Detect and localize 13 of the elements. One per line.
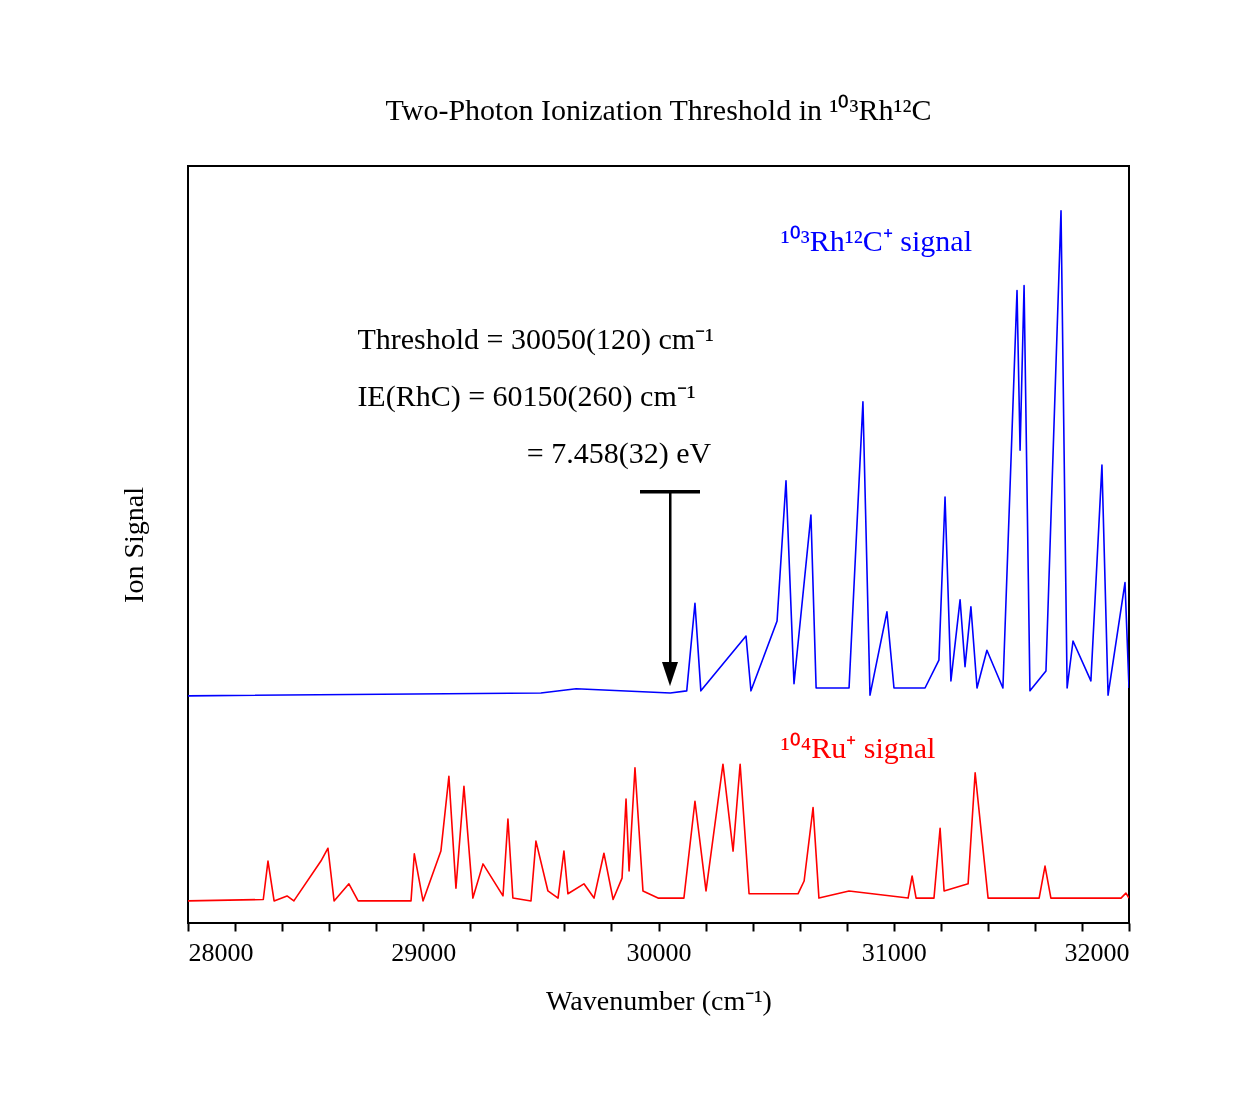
x-tick-label: 31000 — [861, 937, 927, 967]
series-label: ¹⁰³Rh¹²C⁺ signal — [780, 223, 972, 257]
annotation: = 7.458(32) eV — [526, 435, 712, 470]
x-tick-label: 28000 — [188, 937, 254, 967]
annotation: Threshold = 30050(120) cm⁻¹ — [357, 322, 715, 357]
annotation: IE(RhC) = 60150(260) cm⁻¹ — [357, 378, 696, 413]
x-tick-label: 30000 — [626, 937, 692, 967]
series-label: ¹⁰⁴Ru⁺ signal — [780, 730, 936, 764]
x-axis-title: Wavenumber (cm⁻¹) — [546, 984, 772, 1016]
y-axis-title: Ion Signal — [117, 486, 149, 603]
chart-title: Two-Photon Ionization Threshold in ¹⁰³Rh¹²C — [385, 93, 932, 126]
x-tick-label: 32000 — [1064, 937, 1130, 967]
x-tick-label: 29000 — [391, 937, 457, 967]
